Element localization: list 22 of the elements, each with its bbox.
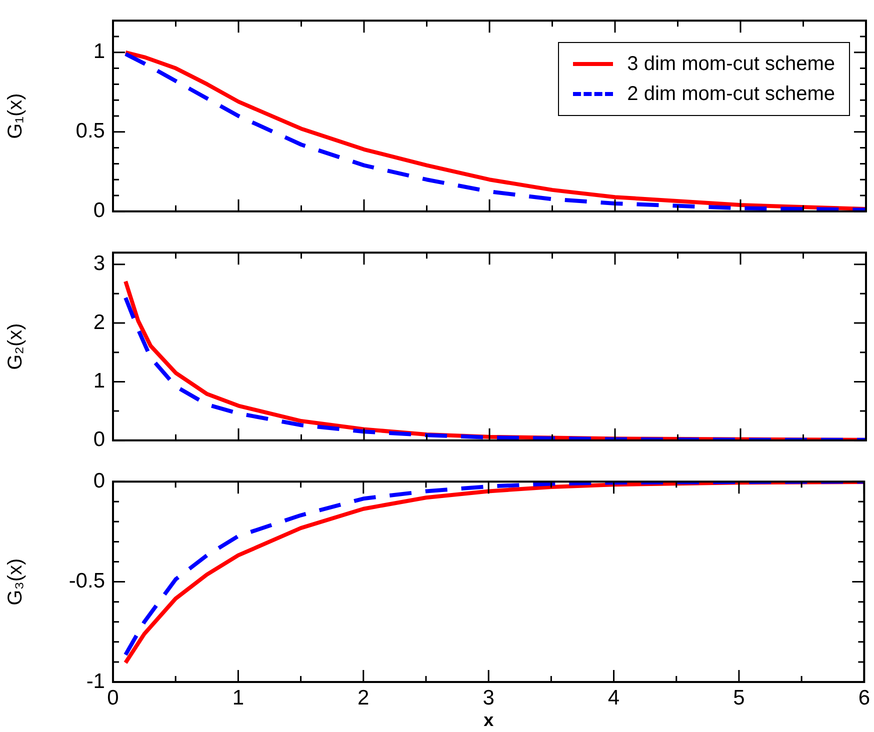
y-tick-label: 1 xyxy=(93,370,105,393)
y-tick-label: -1 xyxy=(86,670,105,693)
x-tick-label: 1 xyxy=(232,686,244,710)
x-axis-title: x xyxy=(484,710,494,730)
y-tick-label: 0.5 xyxy=(76,120,105,143)
y-tick-label: 0 xyxy=(93,428,105,452)
y-tick-label: -0.5 xyxy=(68,570,105,593)
x-tick-label: 4 xyxy=(608,686,620,710)
y-axis-title: G₃(x) xyxy=(4,558,27,606)
legend-label: 2 dim mom-cut scheme xyxy=(627,82,835,107)
x-tick-label: 3 xyxy=(482,686,494,710)
y-axis-title: G₂(x) xyxy=(4,323,27,370)
x-tick-label: 2 xyxy=(358,686,370,710)
y-tick-label: 3 xyxy=(93,252,105,276)
y-tick-label: 2 xyxy=(93,310,105,334)
legend-label: 3 dim mom-cut scheme xyxy=(627,52,835,77)
x-tick-label: 6 xyxy=(858,686,870,710)
y-axis-title: G₁(x) xyxy=(4,93,27,139)
y-tick-label: 1 xyxy=(93,40,105,64)
y-tick-label: 0 xyxy=(93,199,105,222)
x-tick-label: 5 xyxy=(733,686,745,710)
y-tick-label: 0 xyxy=(93,469,105,492)
